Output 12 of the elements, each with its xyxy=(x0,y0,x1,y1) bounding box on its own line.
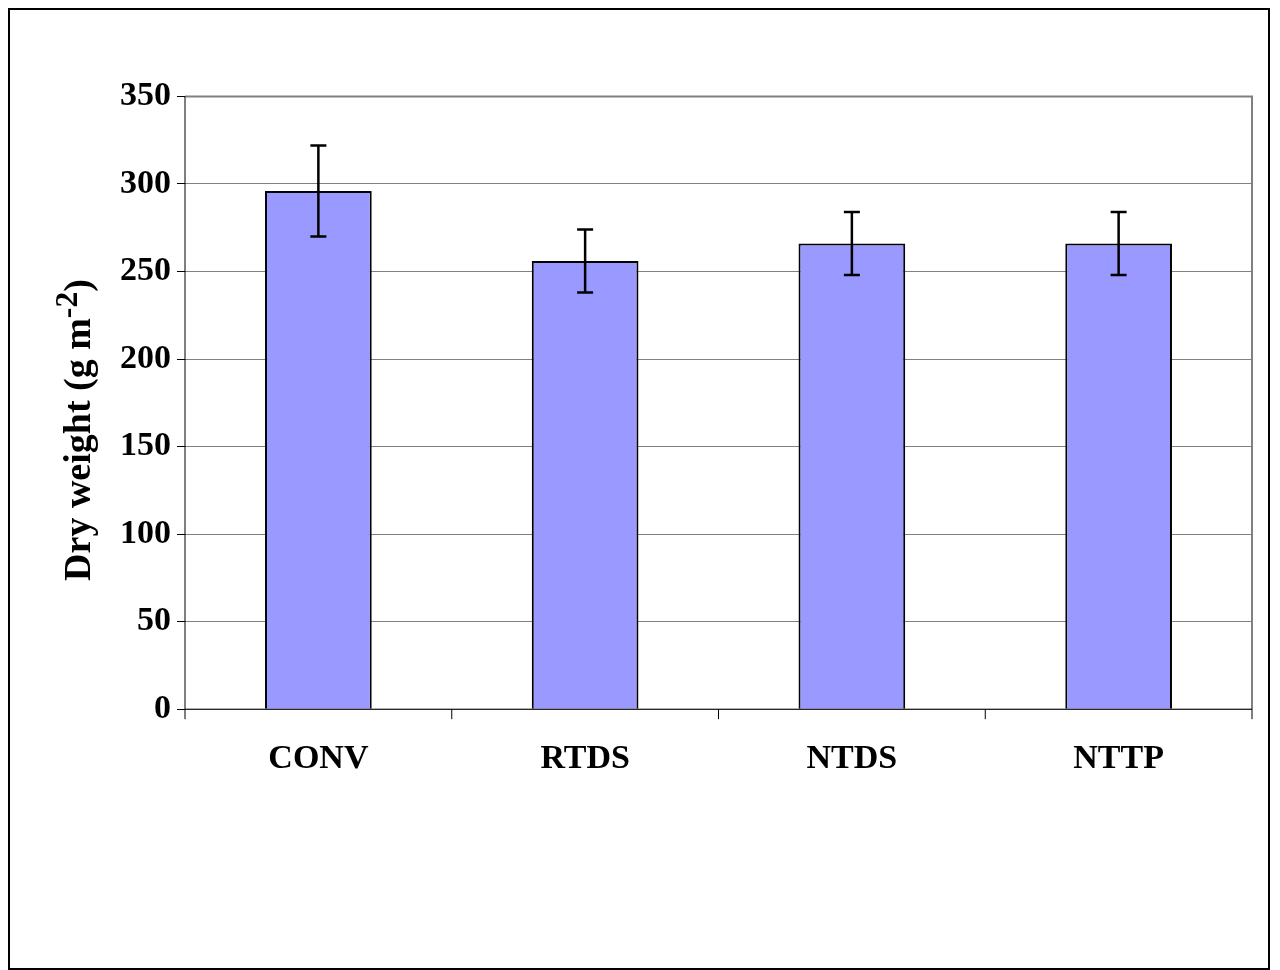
x-tick-label: NTTP xyxy=(1073,738,1164,776)
y-tick-label: 100 xyxy=(120,512,171,550)
y-tick-label: 350 xyxy=(120,75,171,113)
y-tick-label: 250 xyxy=(120,250,171,288)
x-tick-label: NTDS xyxy=(806,738,898,776)
y-tick-label: 50 xyxy=(137,600,171,638)
x-tick-label: CONV xyxy=(268,738,369,776)
y-tick-label: 300 xyxy=(120,162,171,200)
y-tick-label: 150 xyxy=(120,425,171,463)
y-tick-label: 0 xyxy=(154,687,171,725)
y-tick-label: 200 xyxy=(120,337,171,375)
x-tick-label: RTDS xyxy=(540,738,630,776)
